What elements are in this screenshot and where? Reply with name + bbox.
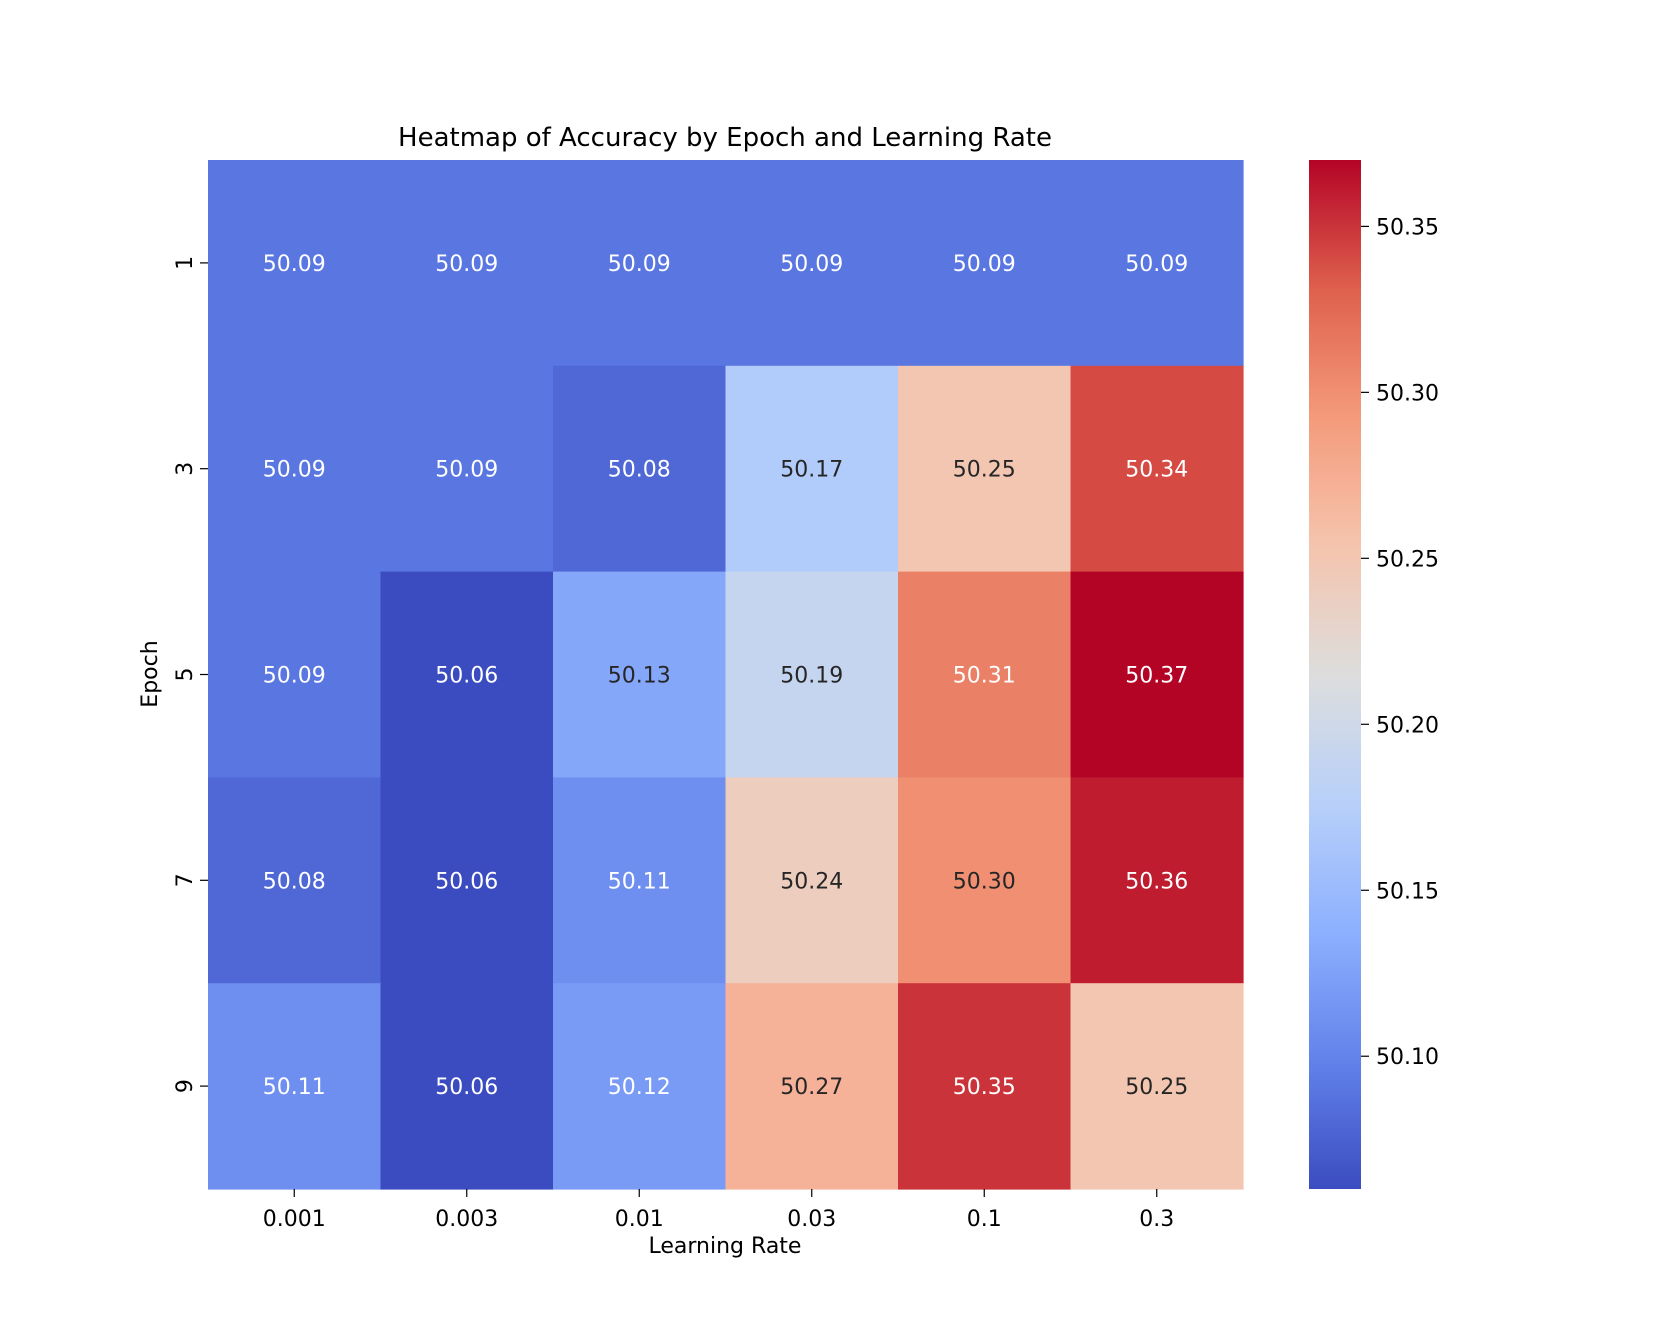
x-tick-label: 0.003 <box>435 1207 498 1232</box>
heatmap-cell-r3-c0 <box>208 777 382 984</box>
cell-value-label: 50.09 <box>263 458 326 483</box>
cell-value-label: 50.09 <box>435 252 498 277</box>
colorbar-tick-label: 50.25 <box>1376 547 1439 572</box>
colorbar-tick-label: 50.10 <box>1376 1045 1439 1070</box>
cell-value-label: 50.06 <box>435 869 498 894</box>
cell-value-label: 50.11 <box>608 869 671 894</box>
cell-value-label: 50.35 <box>953 1075 1016 1100</box>
heatmap-cell-r2-c0 <box>208 571 382 778</box>
heatmap-cell-r0-c2 <box>553 160 727 367</box>
heatmap-cell-r3-c4 <box>898 777 1072 984</box>
cell-value-label: 50.25 <box>1125 1075 1188 1100</box>
heatmap-cell-r4-c3 <box>725 983 899 1190</box>
y-tick-label: 9 <box>173 1079 198 1093</box>
colorbar-tick-label: 50.35 <box>1376 215 1439 240</box>
heatmap-cell-r1-c5 <box>1070 365 1244 573</box>
heatmap-cell-r2-c2 <box>553 571 727 778</box>
heatmap-cell-r2-c4 <box>898 571 1072 778</box>
cell-value-label: 50.06 <box>435 1075 498 1100</box>
heatmap-cell-r1-c1 <box>380 365 554 573</box>
cell-value-label: 50.37 <box>1125 664 1188 689</box>
heatmap-cell-r2-c5 <box>1070 571 1244 778</box>
y-axis: 1 3 5 7 9 <box>173 256 208 1093</box>
heatmap-cell-r0-c3 <box>725 160 899 367</box>
cell-value-label: 50.11 <box>263 1075 326 1100</box>
x-tick-label: 0.3 <box>1139 1207 1174 1232</box>
cell-value-label: 50.34 <box>1125 458 1188 483</box>
cell-value-label: 50.24 <box>780 869 843 894</box>
x-tick-label: 0.03 <box>787 1207 836 1232</box>
x-axis-label: Learning Rate <box>649 1234 802 1259</box>
cell-value-label: 50.09 <box>435 458 498 483</box>
heatmap-cell-r3-c3 <box>725 777 899 984</box>
cell-value-label: 50.06 <box>435 664 498 689</box>
heatmap-cells <box>208 160 1244 1190</box>
heatmap-cell-r4-c1 <box>380 983 554 1190</box>
heatmap-cell-r1-c4 <box>898 365 1072 573</box>
colorbar-tick-label: 50.30 <box>1376 381 1439 406</box>
colorbar-tick-label: 50.15 <box>1376 879 1439 904</box>
heatmap-cell-r1-c2 <box>553 365 727 573</box>
heatmap-cell-labels: 50.09 50.09 50.09 50.09 50.09 50.09 50.09 50.09… <box>263 252 1188 1100</box>
heatmap-cell-r4-c0 <box>208 983 382 1190</box>
cell-value-label: 50.09 <box>953 252 1016 277</box>
cell-value-label: 50.13 <box>608 664 671 689</box>
heatmap-cell-r3-c5 <box>1070 777 1244 984</box>
heatmap-cell-r1-c0 <box>208 365 382 573</box>
colorbar-ticks: 50.10 50.15 50.20 50.25 50.30 50.35 <box>1361 215 1439 1070</box>
heatmap-cell-r2-c1 <box>380 571 554 778</box>
heatmap-cell-r2-c3 <box>725 571 899 778</box>
heatmap-cell-r0-c5 <box>1070 160 1244 367</box>
cell-value-label: 50.09 <box>1125 252 1188 277</box>
cell-value-label: 50.08 <box>263 869 326 894</box>
heatmap-cell-r1-c3 <box>725 365 899 573</box>
colorbar-tick-label: 50.20 <box>1376 713 1439 738</box>
cell-value-label: 50.09 <box>263 252 326 277</box>
y-axis-label: Epoch <box>138 640 163 707</box>
cell-value-label: 50.08 <box>608 458 671 483</box>
heatmap-cell-r0-c4 <box>898 160 1072 367</box>
cell-value-label: 50.09 <box>780 252 843 277</box>
x-tick-label: 0.001 <box>263 1207 326 1232</box>
heatmap-cell-r4-c4 <box>898 983 1072 1190</box>
x-tick-label: 0.01 <box>615 1207 664 1232</box>
cell-value-label: 50.19 <box>780 664 843 689</box>
x-axis: 0.001 0.003 0.01 0.03 0.1 0.3 <box>263 1189 1174 1232</box>
cell-value-label: 50.09 <box>608 252 671 277</box>
heatmap-cell-r0-c1 <box>380 160 554 367</box>
cell-value-label: 50.30 <box>953 869 1016 894</box>
chart-title: Heatmap of Accuracy by Epoch and Learnin… <box>398 123 1052 153</box>
cell-value-label: 50.12 <box>608 1075 671 1100</box>
cell-value-label: 50.09 <box>263 664 326 689</box>
cell-value-label: 50.36 <box>1125 869 1188 894</box>
heatmap-cell-r3-c1 <box>380 777 554 984</box>
y-tick-label: 3 <box>173 462 198 476</box>
cell-value-label: 50.17 <box>780 458 843 483</box>
y-tick-label: 5 <box>173 668 198 682</box>
heatmap-cell-r4-c2 <box>553 983 727 1190</box>
cell-value-label: 50.27 <box>780 1075 843 1100</box>
colorbar <box>1309 160 1361 1189</box>
cell-value-label: 50.31 <box>953 664 1016 689</box>
heatmap-cell-r4-c5 <box>1070 983 1244 1190</box>
cell-value-label: 50.25 <box>953 458 1016 483</box>
x-tick-label: 0.1 <box>967 1207 1002 1232</box>
y-tick-label: 7 <box>173 873 198 887</box>
heatmap-cell-r0-c0 <box>208 160 382 367</box>
heatmap-cell-r3-c2 <box>553 777 727 984</box>
y-tick-label: 1 <box>173 256 198 270</box>
